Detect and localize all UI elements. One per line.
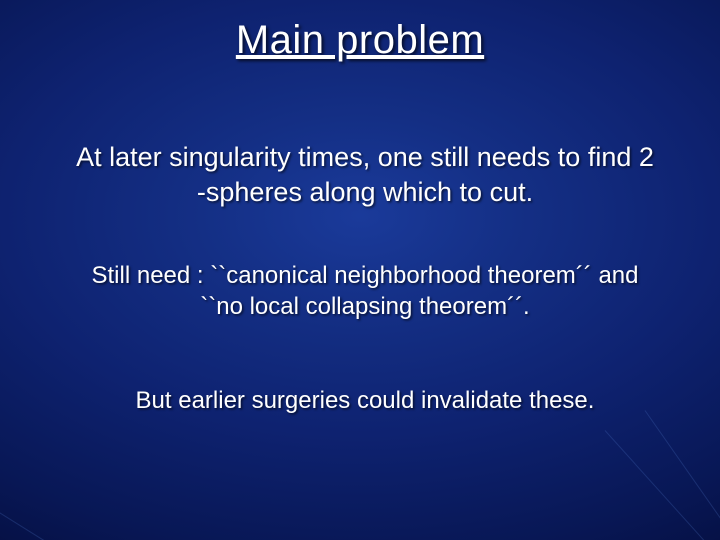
paragraph-1: At later singularity times, one still ne… — [70, 140, 660, 210]
slide-title: Main problem — [0, 18, 720, 63]
decorative-line — [0, 500, 150, 540]
slide: Main problem At later singularity times,… — [0, 0, 720, 540]
paragraph-3: But earlier surgeries could invalidate t… — [70, 385, 660, 416]
decorative-line — [605, 430, 720, 540]
paragraph-2: Still need : ``canonical neighborhood th… — [70, 260, 660, 322]
decorative-line — [645, 410, 720, 540]
